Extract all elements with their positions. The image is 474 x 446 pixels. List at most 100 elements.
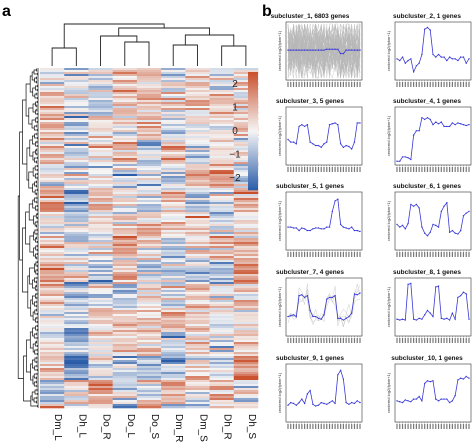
data-point bbox=[350, 49, 353, 51]
heatmap-cell bbox=[185, 284, 210, 287]
heatmap-cell bbox=[40, 90, 65, 93]
data-point bbox=[454, 58, 456, 60]
heatmap-cell bbox=[233, 132, 259, 135]
heatmap-cell bbox=[40, 120, 65, 123]
heatmap-cell bbox=[233, 134, 259, 137]
heatmap-cell bbox=[136, 314, 162, 317]
heatmap-cell bbox=[233, 342, 259, 345]
data-point bbox=[320, 146, 322, 149]
heatmap-cell bbox=[88, 306, 113, 309]
heatmap-cell bbox=[64, 122, 89, 125]
x-tick-label bbox=[435, 424, 437, 429]
heatmap-cell bbox=[88, 136, 113, 139]
heatmap-cell bbox=[64, 224, 89, 227]
heatmap-cell bbox=[40, 72, 65, 75]
heatmap-cell bbox=[161, 174, 186, 177]
data-point bbox=[454, 232, 456, 234]
heatmap-cell bbox=[161, 186, 186, 189]
heatmap-cell bbox=[161, 78, 186, 81]
heatmap-cell bbox=[112, 144, 138, 147]
dendrogram-branch bbox=[37, 172, 39, 176]
y-axis-label: centered log2(fpkm+1) bbox=[277, 372, 282, 413]
heatmap-cell bbox=[64, 292, 89, 295]
heatmap-cell bbox=[209, 318, 235, 321]
x-tick-label bbox=[298, 167, 300, 172]
heatmap-cell bbox=[185, 340, 210, 343]
heatmap-cell bbox=[161, 358, 186, 361]
data-point bbox=[342, 52, 345, 55]
heatmap-cell bbox=[233, 268, 259, 271]
x-tick-label bbox=[432, 82, 434, 87]
dendrogram-branch bbox=[51, 47, 77, 66]
dendrogram-branch bbox=[31, 119, 36, 129]
heatmap-cell bbox=[88, 346, 113, 349]
heatmap-cell bbox=[88, 124, 113, 127]
heatmap-cell bbox=[233, 330, 259, 333]
heatmap-cell bbox=[40, 194, 65, 197]
x-tick-label bbox=[418, 252, 420, 257]
heatmap-cell bbox=[112, 108, 138, 111]
heatmap-cell bbox=[40, 272, 65, 275]
data-point bbox=[326, 141, 328, 143]
heatmap-cell bbox=[136, 384, 162, 387]
data-point bbox=[429, 118, 431, 121]
data-point bbox=[443, 56, 445, 58]
heatmap-cell bbox=[64, 188, 89, 191]
heatmap-cell bbox=[185, 98, 210, 101]
heatmap-cell bbox=[64, 382, 89, 385]
dendrogram-branch bbox=[36, 292, 39, 296]
heatmap-cell bbox=[64, 216, 89, 219]
heatmap-cell bbox=[161, 306, 186, 309]
heatmap-cell bbox=[161, 336, 186, 339]
heatmap-cell bbox=[64, 120, 89, 123]
heatmap-cell bbox=[40, 162, 65, 165]
heatmap-cell bbox=[136, 324, 162, 327]
dendrogram-branch bbox=[36, 276, 39, 280]
data-point bbox=[328, 48, 331, 50]
heatmap-cell bbox=[40, 378, 65, 381]
data-point bbox=[309, 229, 311, 232]
heatmap-cell bbox=[161, 100, 186, 103]
plot-frame bbox=[285, 191, 363, 251]
heatmap-cell bbox=[161, 214, 186, 217]
heatmap-cell bbox=[112, 236, 138, 239]
heatmap-cell bbox=[233, 214, 259, 217]
x-tick-label bbox=[337, 252, 339, 257]
data-point bbox=[342, 226, 345, 228]
heatmap-cell bbox=[64, 194, 89, 197]
heatmap-cell bbox=[40, 226, 65, 229]
colorbar-segment bbox=[248, 115, 258, 118]
colorbar-segment bbox=[248, 150, 258, 153]
heatmap-cell bbox=[209, 266, 235, 269]
heatmap-cell bbox=[185, 310, 210, 313]
x-tick-label bbox=[429, 82, 431, 87]
heatmap-cell bbox=[209, 264, 235, 267]
dendrogram-branch bbox=[100, 35, 138, 66]
data-point bbox=[337, 48, 339, 50]
heatmap-cell bbox=[161, 276, 186, 279]
heatmap-cell bbox=[64, 154, 89, 157]
heatmap-cell bbox=[209, 160, 235, 163]
heatmap-cell bbox=[88, 156, 113, 159]
x-tick-label bbox=[306, 167, 308, 172]
x-tick-label bbox=[446, 167, 448, 172]
heatmap-cell bbox=[64, 198, 89, 201]
data-point bbox=[440, 210, 443, 213]
heatmap-cell bbox=[136, 140, 162, 143]
x-tick-label bbox=[407, 338, 409, 343]
heatmap-cell bbox=[112, 194, 138, 197]
x-tick-label bbox=[460, 252, 462, 257]
dendrogram-branch bbox=[172, 44, 198, 66]
heatmap-cell bbox=[161, 260, 186, 263]
heatmap-cell bbox=[161, 204, 186, 207]
x-tick-label bbox=[465, 167, 467, 172]
heatmap-cell bbox=[112, 86, 138, 89]
colorbar-tick-label: 2 bbox=[232, 79, 238, 90]
data-point bbox=[448, 231, 451, 234]
x-tick-label bbox=[454, 338, 456, 343]
data-point bbox=[337, 123, 339, 126]
x-tick-label bbox=[345, 424, 347, 429]
dendrogram-branch bbox=[37, 248, 39, 252]
data-point bbox=[426, 380, 429, 382]
heatmap-cell bbox=[233, 382, 259, 385]
